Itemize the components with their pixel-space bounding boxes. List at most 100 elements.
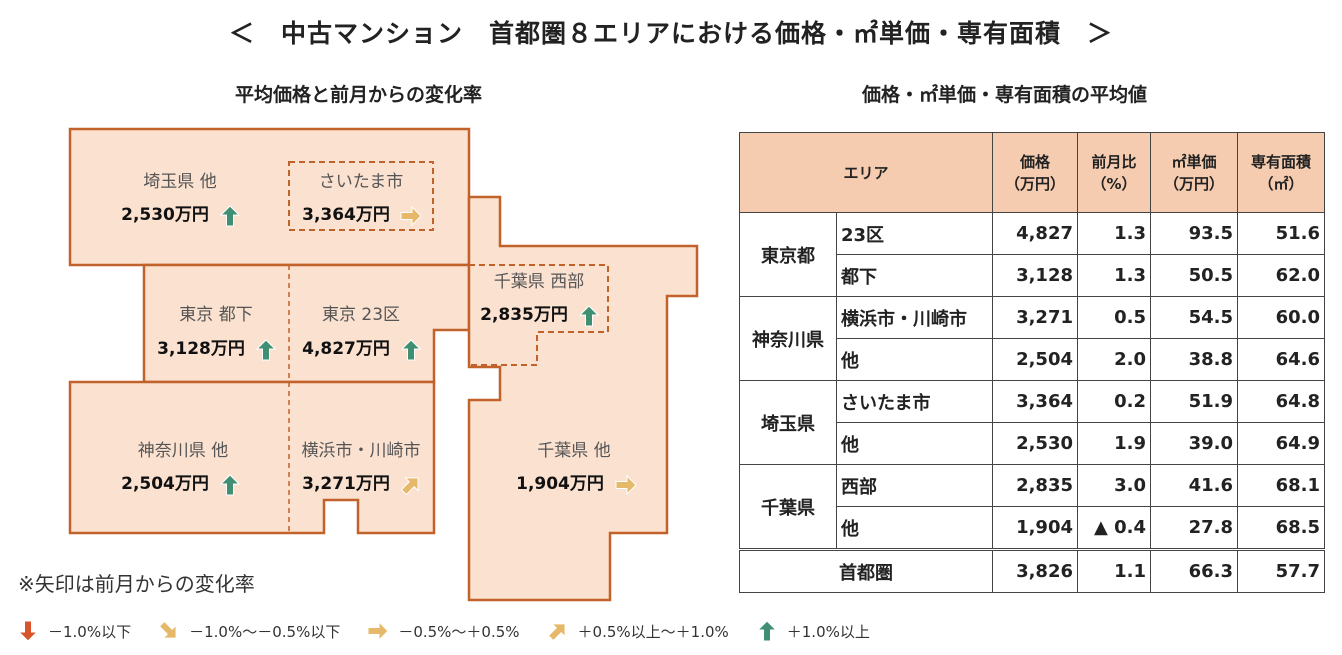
page-title: ＜ 中古マンション 首都圏８エリアにおける価格・㎡単価・専有面積 ＞ — [228, 19, 1113, 48]
total-unit-price-cell: 66.3 — [1150, 549, 1238, 593]
price-cell: 2,530 — [992, 422, 1078, 465]
legend-item: ＋0.5%以上～＋1.0% — [547, 620, 729, 642]
table-row: 千葉県 西部 2,835 3.0 41.6 68.1 — [739, 464, 1325, 550]
floor-area-cell: 51.6 — [1237, 212, 1325, 255]
pref-cell: 神奈川県 — [739, 296, 837, 381]
area-cell: 他 — [836, 338, 993, 381]
arrow-slight-up-icon — [547, 623, 566, 642]
price-cell: 3,271 — [992, 296, 1078, 339]
total-mom-cell: 1.1 — [1077, 549, 1151, 593]
pref-cell: 埼玉県 — [739, 380, 837, 465]
header-area: エリア — [739, 132, 993, 213]
table-header-row: エリア 価格 （万円） 前月比 （%） ㎡単価 （万円） 専有面積 （㎡） — [739, 132, 1325, 213]
area-cell: 他 — [836, 506, 993, 550]
table-row: 他 1,904 ▲ 0.4 27.8 68.5 — [740, 506, 1325, 550]
arrow-slight-up-icon — [400, 477, 419, 496]
map-heading: 平均価格と前月からの変化率 — [235, 84, 483, 106]
arrow-up-icon — [756, 620, 777, 642]
header-mom: 前月比 （%） — [1077, 132, 1151, 213]
arrow-flat-icon — [400, 205, 422, 227]
arrow-flat-shape — [615, 474, 637, 496]
arrow-up-icon — [255, 339, 277, 361]
legend-item: ＋1.0%以上 — [756, 620, 870, 642]
header-price-label: 価格 — [1019, 152, 1050, 171]
arrow-up-icon — [219, 474, 241, 496]
unit-price-cell: 38.8 — [1150, 338, 1238, 381]
arrow-up-icon — [578, 305, 600, 327]
region-value: 2,835万円 — [480, 305, 568, 325]
arrow-note: ※矢印は前月からの変化率 — [18, 572, 255, 596]
region-label-group: 埼玉県 他 2,530万円 さいたま市 3,364万円 東京 都下 3,128万… — [121, 172, 611, 494]
table-row: 他 2,530 1.9 39.0 64.9 — [740, 422, 1325, 465]
area-cell: 横浜市・川崎市 — [836, 296, 993, 339]
floor-area-cell: 64.6 — [1237, 338, 1325, 381]
legend-label: －0.5%～＋0.5% — [398, 622, 520, 641]
arrow-slight-down-icon — [159, 620, 177, 639]
total-price-cell: 3,826 — [992, 549, 1078, 593]
pref-cell: 千葉県 — [739, 464, 837, 550]
arrow-down-icon — [18, 620, 38, 642]
region-value: 2,530万円 — [121, 205, 209, 225]
price-cell: 2,835 — [992, 464, 1078, 507]
region-saitama — [68, 127, 471, 267]
header-floor-area-label: 専有面積 — [1250, 152, 1311, 171]
area-cell: 他 — [836, 422, 993, 465]
mom-cell: 0.5 — [1077, 296, 1151, 339]
header-floor-area-unit: （㎡） — [1258, 174, 1304, 193]
legend-label: ＋0.5%以上～＋1.0% — [577, 622, 729, 641]
arrow-up-shape — [219, 205, 241, 227]
arrow-up-icon — [400, 339, 422, 361]
arrow-up-icon — [219, 205, 241, 227]
region-value: 4,827万円 — [302, 339, 390, 359]
table-heading: 価格・㎡単価・専有面積の平均値 — [862, 84, 1148, 106]
arrow-flat-icon — [615, 474, 637, 496]
floor-area-cell: 62.0 — [1237, 254, 1325, 297]
region-value: 3,271万円 — [302, 474, 390, 494]
price-cell: 4,827 — [992, 212, 1078, 255]
arrow-up-shape — [255, 339, 277, 361]
area-cell: さいたま市 — [836, 380, 993, 423]
mom-cell: ▲ 0.4 — [1077, 506, 1151, 550]
floor-area-cell: 68.5 — [1237, 506, 1325, 550]
legend: －1.0%以下 －1.0%～－0.5%以下 －0.5%～＋0.5% ＋0.5%以… — [18, 618, 898, 644]
floor-area-cell: 60.0 — [1237, 296, 1325, 339]
price-cell: 3,128 — [992, 254, 1078, 297]
arrow-up-shape — [219, 474, 241, 496]
area-cell: 西部 — [836, 464, 993, 507]
unit-price-cell: 41.6 — [1150, 464, 1238, 507]
legend-item: －1.0%以下 — [18, 620, 131, 642]
header-mom-label: 前月比 — [1091, 152, 1137, 171]
region-name: 埼玉県 他 — [143, 172, 216, 192]
price-cell: 2,504 — [992, 338, 1078, 381]
arrow-down-shape — [18, 620, 38, 642]
region-kanagawa — [68, 380, 436, 535]
region-name: さいたま市 — [319, 172, 404, 192]
unit-price-cell: 93.5 — [1150, 212, 1238, 255]
region-name: 東京 23区 — [322, 305, 400, 325]
header-mom-unit: （%） — [1091, 174, 1137, 193]
stats-table: エリア 価格 （万円） 前月比 （%） ㎡単価 （万円） 専有面積 （㎡） 東京… — [739, 132, 1325, 593]
region-name: 千葉県 西部 — [494, 272, 584, 292]
arrow-up-shape — [756, 620, 777, 642]
legend-label: ＋1.0%以上 — [786, 622, 870, 641]
price-cell: 3,364 — [992, 380, 1078, 423]
mom-cell: 3.0 — [1077, 464, 1151, 507]
region-map: 埼玉県 他 2,530万円 さいたま市 3,364万円 東京 都下 3,128万… — [68, 127, 699, 602]
mom-cell: 1.3 — [1077, 212, 1151, 255]
region-name: 千葉県 他 — [537, 441, 610, 461]
unit-price-cell: 51.9 — [1150, 380, 1238, 423]
arrow-flat-icon — [368, 620, 389, 642]
arrow-slight-up-shape — [400, 477, 419, 496]
mom-cell: 2.0 — [1077, 338, 1151, 381]
table-row: 他 2,504 2.0 38.8 64.6 — [740, 338, 1325, 381]
arrow-up-shape — [578, 305, 600, 327]
table-row: 神奈川県 横浜市・川崎市 3,271 0.5 54.5 60.0 — [739, 296, 1325, 381]
arrow-group — [219, 205, 637, 496]
table-total-row: 首都圏 3,826 1.1 66.3 57.7 — [739, 549, 1325, 593]
price-cell: 1,904 — [992, 506, 1078, 550]
subregion-saitama-city — [288, 161, 434, 231]
area-cell: 都下 — [836, 254, 993, 297]
total-floor-area-cell: 57.7 — [1237, 549, 1325, 593]
unit-price-cell: 50.5 — [1150, 254, 1238, 297]
legend-label: －1.0%以下 — [48, 622, 132, 641]
